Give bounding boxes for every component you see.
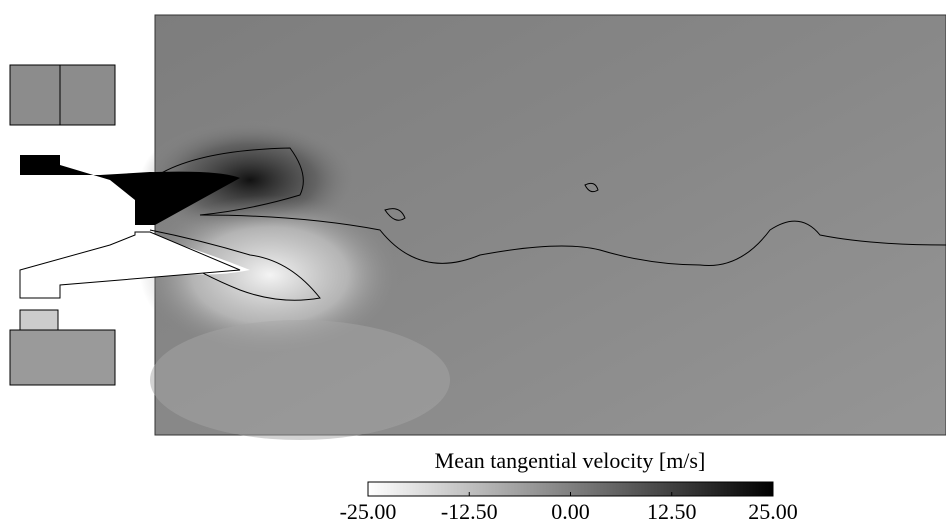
colorbar-tick-label: 25.00 [748,499,798,524]
colorbar-tick-label: 12.50 [647,499,697,524]
colorbar-tick-label: -12.50 [441,499,498,524]
colorbar-label: Mean tangential velocity [m/s] [435,448,706,473]
colorbar-tick-label: -25.00 [340,499,397,524]
colorbar-tick-label: 0.00 [551,499,590,524]
velocity-field [140,14,946,440]
nozzle [9,64,241,386]
